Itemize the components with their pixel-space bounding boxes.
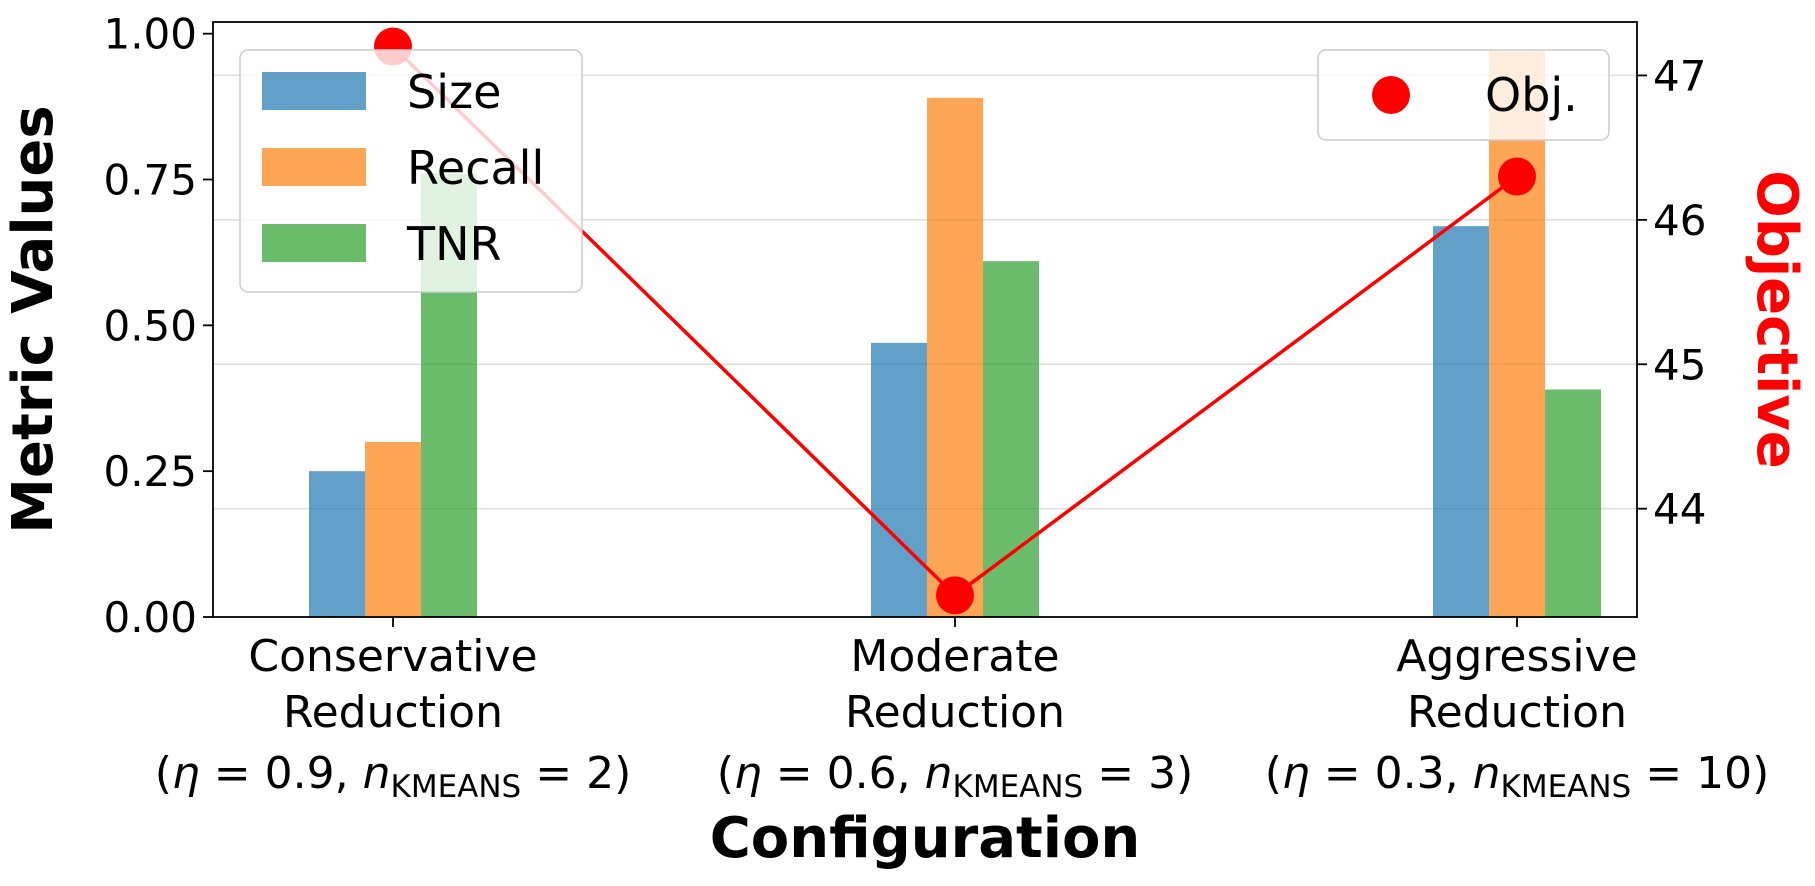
category-label-line1: Moderate	[850, 631, 1059, 682]
bar-recall-2	[1489, 51, 1545, 617]
category-label-line1: Aggressive	[1396, 631, 1637, 682]
y-tick-label: 0.25	[103, 447, 197, 496]
y-tick-label: 0.50	[103, 301, 197, 350]
plot-frame	[212, 21, 1638, 618]
y-axis-label: Metric Values	[1, 105, 66, 533]
legend-swatch-size	[262, 72, 366, 110]
legend-label-size: Size	[407, 65, 501, 119]
bar-tnr-2	[1545, 389, 1601, 617]
legend-swatch-tnr	[262, 224, 366, 262]
bar-recall-0	[365, 442, 421, 617]
legend-objective-marker	[1372, 76, 1410, 114]
y2-tick-label: 45	[1653, 340, 1706, 389]
y2-tick-label: 46	[1653, 196, 1706, 245]
y2-axis-label: Objective	[1744, 170, 1809, 469]
bar-size-1	[871, 342, 927, 617]
objective-point-2	[1498, 157, 1536, 196]
axis-labels: Configuration Metric Values Objective	[1, 105, 1809, 871]
y-tick-label: 0.00	[103, 593, 197, 642]
legend-label-recall: Recall	[407, 141, 544, 195]
legend-swatch-recall	[262, 148, 366, 186]
bar-recall-1	[927, 97, 983, 618]
category-label-line1: Conservative	[248, 631, 537, 682]
category-params: (η = 0.6, nKMEANS = 3)	[717, 748, 1194, 805]
category-label-line2: Reduction	[283, 687, 503, 738]
bar-tnr-1	[983, 261, 1039, 617]
legend-objective: Obj.	[1317, 49, 1610, 141]
y2-tick-label: 47	[1653, 51, 1706, 100]
x-axis-label: Configuration	[710, 806, 1141, 871]
y-tick-label: 0.75	[103, 156, 197, 205]
bars	[309, 51, 1601, 618]
category-label-line2: Reduction	[845, 687, 1065, 738]
legend-objective-box	[1317, 49, 1610, 141]
category-params: (η = 0.3, nKMEANS = 10)	[1265, 748, 1770, 805]
legend-label-tnr: TNR	[406, 217, 501, 271]
category-label-line2: Reduction	[1407, 687, 1627, 738]
bar-size-2	[1433, 226, 1489, 617]
legend-objective-label: Obj.	[1485, 68, 1578, 122]
y2-tick-label: 44	[1653, 485, 1706, 534]
legend-metrics: Size Recall TNR	[239, 49, 583, 293]
legends: Size Recall TNR Obj.	[239, 49, 1610, 293]
y-tick-label: 1.00	[103, 10, 197, 59]
bar-size-0	[309, 471, 365, 617]
objective-point-1	[936, 576, 974, 615]
category-params: (η = 0.9, nKMEANS = 2)	[155, 748, 632, 805]
